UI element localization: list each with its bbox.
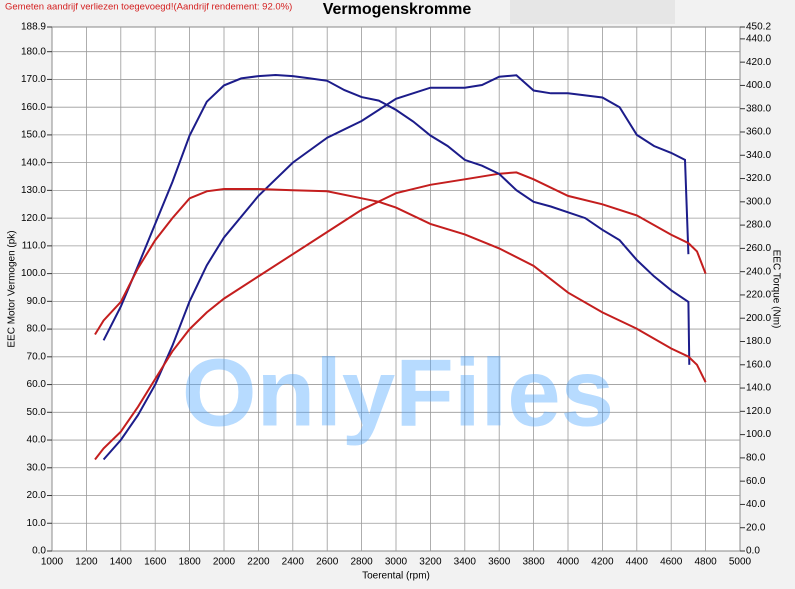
y-tick-label: 170.0	[21, 74, 46, 85]
x-tick-label: 5000	[729, 557, 752, 568]
x-tick-label: 4000	[557, 557, 580, 568]
y-tick-label: 50.0	[27, 407, 47, 418]
y2-tick-label: 40.0	[746, 499, 766, 510]
y-tick-label: 150.0	[21, 130, 46, 141]
y-tick-label: 40.0	[27, 435, 47, 446]
x-tick-label: 4200	[591, 557, 614, 568]
x-tick-label: 1400	[110, 557, 133, 568]
y-tick-label: 120.0	[21, 213, 46, 224]
y2-tick-label: 200.0	[746, 313, 771, 324]
series-line	[94, 188, 707, 383]
y2-tick-label: 300.0	[746, 196, 771, 207]
y-tick-label: 188.9	[21, 22, 46, 33]
y-tick-label: 110.0	[22, 241, 47, 252]
y-tick-label: 20.0	[27, 490, 47, 501]
x-tick-label: 3800	[522, 557, 545, 568]
y-tick-label: 180.0	[21, 46, 46, 57]
x-tick-label: 2600	[316, 557, 339, 568]
x-axis-label: Toerental (rpm)	[362, 571, 430, 582]
y-tick-label: 60.0	[27, 379, 47, 390]
x-tick-label: 2800	[350, 557, 373, 568]
y-tick-label: 10.0	[27, 518, 47, 529]
y2-tick-label: 100.0	[746, 429, 771, 440]
y2-tick-label: 380.0	[746, 103, 771, 114]
x-tick-label: 1600	[144, 557, 167, 568]
y2-tick-label: 60.0	[746, 476, 766, 487]
y2-tick-label: 80.0	[746, 453, 766, 464]
y-tick-label: 0.0	[32, 546, 46, 557]
x-tick-label: 4400	[626, 557, 649, 568]
y2-tick-label: 20.0	[746, 522, 766, 533]
y2-tick-label: 260.0	[746, 243, 771, 254]
y-tick-label: 70.0	[27, 351, 47, 362]
y-tick-label: 90.0	[27, 296, 47, 307]
x-tick-label: 3600	[488, 557, 511, 568]
y2-tick-label: 360.0	[746, 127, 771, 138]
x-tick-label: 2200	[247, 557, 270, 568]
chart-title: Vermogenskromme	[323, 1, 472, 18]
x-tick-label: 2400	[282, 557, 305, 568]
y2-tick-label: 420.0	[746, 57, 771, 68]
y2-tick-label: 400.0	[746, 80, 771, 91]
y2-tick-label: 440.0	[746, 34, 771, 45]
y2-tick-label: 450.2	[746, 22, 771, 33]
y-tick-label: 80.0	[27, 324, 47, 335]
y2-tick-label: 0.0	[746, 546, 760, 557]
subtitle: Gemeten aandrijf verliezen toegevoegd!(A…	[5, 2, 292, 13]
x-tick-label: 4800	[694, 557, 717, 568]
y2-tick-label: 140.0	[746, 383, 771, 394]
header-box	[510, 0, 675, 24]
y2-axis-label: EEC Torque (Nm)	[770, 250, 781, 329]
x-tick-label: 1200	[75, 557, 98, 568]
y2-tick-label: 220.0	[746, 290, 771, 301]
y2-tick-label: 340.0	[746, 150, 771, 161]
y2-tick-label: 180.0	[746, 336, 771, 347]
series-line	[102, 74, 690, 461]
x-tick-label: 1000	[41, 557, 64, 568]
y2-tick-label: 160.0	[746, 359, 771, 370]
y2-tick-label: 280.0	[746, 220, 771, 231]
x-tick-label: 3400	[454, 557, 477, 568]
y2-tick-label: 240.0	[746, 266, 771, 277]
y-tick-label: 100.0	[21, 268, 46, 279]
x-tick-label: 2000	[213, 557, 236, 568]
y-tick-label: 130.0	[21, 185, 46, 196]
y2-tick-label: 320.0	[746, 173, 771, 184]
y2-tick-label: 120.0	[746, 406, 771, 417]
x-tick-label: 3000	[385, 557, 408, 568]
y-tick-label: 140.0	[21, 157, 46, 168]
y-tick-label: 160.0	[21, 102, 46, 113]
y-axis-label: EEC Motor Vermogen (pk)	[7, 230, 18, 347]
series-line	[102, 73, 691, 365]
y-tick-label: 30.0	[27, 462, 47, 473]
watermark: OnlyFiles	[182, 339, 614, 446]
x-tick-label: 3200	[419, 557, 442, 568]
x-tick-label: 4600	[660, 557, 683, 568]
x-tick-label: 1800	[178, 557, 201, 568]
